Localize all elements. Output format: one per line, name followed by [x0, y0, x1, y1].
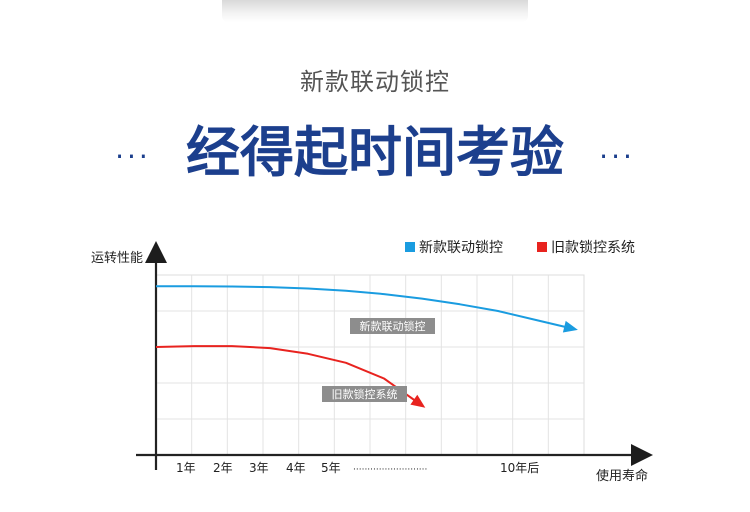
series-line [156, 285, 575, 330]
title-dots-right: ··· [599, 139, 635, 173]
title-dots-left: ··· [115, 139, 151, 173]
page-title-line: ··· 经得起时间考验 ··· [0, 108, 750, 187]
page-title: 经得起时间考验 [186, 121, 564, 184]
legend-label: 新款联动锁控 [419, 240, 503, 256]
x-tick-label: 4年 [286, 461, 306, 475]
series-arrowhead [562, 320, 578, 333]
series-line [155, 345, 423, 407]
legend-label: 旧款锁控系统 [551, 240, 635, 256]
x-tick-label: 1年 [176, 461, 196, 475]
x-tick-label: 5年 [321, 461, 341, 475]
x-tick-label: 10年后 [500, 461, 539, 475]
series-label: 新款联动锁控 [360, 319, 426, 333]
series-label-box [350, 318, 435, 334]
series-arrowhead [410, 394, 426, 408]
legend-swatch [537, 242, 547, 252]
x-tick-label: 3年 [249, 461, 269, 475]
x-ticks: 1年 2年 3年 4年 5年 ·························· 10年后 [176, 461, 539, 475]
legend: 新款联动锁控 旧款锁控系统 [405, 240, 635, 256]
series-label: 旧款锁控系统 [332, 387, 398, 401]
x-tick-label: ·························· [353, 465, 427, 475]
series-label-box [322, 386, 407, 402]
page-subtitle: 新款联动锁控 [300, 68, 450, 96]
grid [155, 274, 585, 456]
y-axis-label: 运转性能 [91, 251, 143, 266]
legend-swatch [405, 242, 415, 252]
x-axis-label: 使用寿命 [596, 468, 648, 484]
top-shadow [222, 0, 528, 22]
x-tick-label: 2年 [213, 461, 233, 475]
